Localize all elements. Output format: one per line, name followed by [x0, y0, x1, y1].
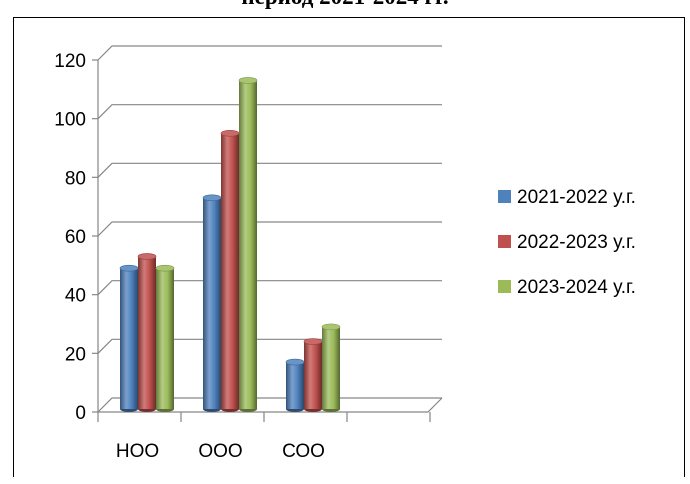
gridline — [97, 280, 442, 296]
x-tick-label: НОО — [116, 441, 159, 462]
y-tick-label: 40 — [65, 286, 86, 307]
y-tick-label: 0 — [75, 403, 86, 424]
gridline — [97, 221, 442, 237]
y-tick-label: 80 — [65, 168, 86, 189]
y-tick-label: 120 — [54, 51, 86, 72]
bar — [137, 253, 157, 412]
bar — [119, 264, 139, 412]
y-tick-labels: 0 20 40 60 80 100 120 — [54, 51, 86, 424]
y-tick-label: 60 — [65, 227, 86, 248]
gridline — [97, 162, 442, 178]
gridline — [97, 45, 442, 61]
y-tick-label: 20 — [65, 344, 86, 365]
x-tick-labels: НОО ООО СОО — [116, 441, 325, 462]
y-tick-label: 100 — [54, 110, 86, 131]
x-tick-label: СОО — [282, 441, 325, 462]
axes — [92, 59, 443, 422]
chart-caption: период 2021-2024 гг. — [0, 0, 690, 10]
bar — [220, 129, 240, 412]
x-tick-label: ООО — [198, 441, 242, 462]
bar — [321, 323, 341, 412]
bar — [155, 264, 175, 412]
gridline — [97, 104, 442, 120]
legend-swatch — [498, 190, 511, 203]
bar — [303, 338, 323, 412]
legend: 2021-2022 у.г. 2022-2023 у.г. 2023-2024 у.… — [498, 187, 636, 298]
chart-frame — [13, 17, 685, 477]
bar — [285, 358, 305, 412]
legend-label: 2023-2024 у.г. — [517, 277, 636, 298]
bars — [119, 77, 341, 412]
bar — [238, 77, 258, 412]
x-axis — [98, 397, 443, 413]
legend-label: 2022-2023 у.г. — [517, 232, 636, 253]
bar — [202, 194, 222, 412]
legend-swatch — [498, 280, 511, 293]
legend-label: 2021-2022 у.г. — [517, 187, 636, 208]
legend-swatch — [498, 235, 511, 248]
